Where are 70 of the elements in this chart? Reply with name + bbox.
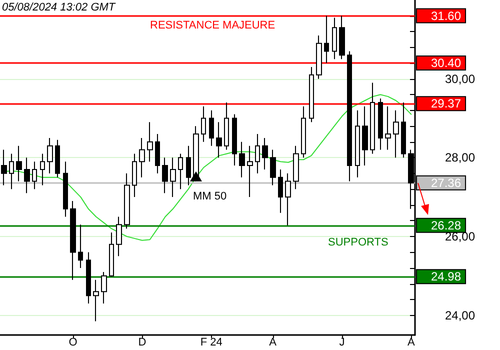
x-tick-label: F 24 xyxy=(200,336,222,348)
candlestick xyxy=(255,134,260,174)
ref-line-label: 27.36 xyxy=(431,176,462,190)
candlestick xyxy=(239,141,245,178)
candlestick xyxy=(247,145,253,198)
x-tick-label: A xyxy=(269,336,278,348)
candlestick xyxy=(201,106,206,142)
candlestick xyxy=(147,122,153,162)
annotation: 05/08/2024 13:02 GMT xyxy=(2,2,116,14)
candlestick xyxy=(347,50,352,182)
candlestick xyxy=(378,98,383,150)
candlestick xyxy=(109,232,114,278)
candlestick xyxy=(285,172,291,226)
candlestick xyxy=(232,114,237,166)
candlestick xyxy=(332,17,337,60)
candlestick xyxy=(132,153,137,198)
candlestick xyxy=(47,137,53,174)
x-tick-label: D xyxy=(138,336,146,348)
candlestick xyxy=(224,102,229,150)
y-tick-label: 30,00 xyxy=(445,72,476,86)
annotation: RESISTANCE MAJEURE xyxy=(150,20,276,32)
ref-line-label: 31.60 xyxy=(431,8,462,23)
candlestick xyxy=(278,168,283,214)
x-tick-label: A xyxy=(407,336,416,348)
annotation: SUPPORTS xyxy=(328,236,388,248)
candlestick xyxy=(186,145,191,186)
candlestick xyxy=(93,279,99,322)
candlestick xyxy=(155,134,160,174)
x-tick-label: J xyxy=(339,336,345,348)
candlestick xyxy=(355,110,360,178)
x-tick-label: O xyxy=(68,336,78,348)
ref-line-label: 29.37 xyxy=(431,96,462,111)
candlestick xyxy=(316,34,322,80)
candlestick xyxy=(362,106,368,166)
candlestick xyxy=(162,157,168,194)
candlestick xyxy=(24,157,30,194)
candlestick xyxy=(178,153,183,190)
candlestick xyxy=(370,82,375,154)
candlestick xyxy=(139,137,145,178)
candlestick xyxy=(293,145,299,190)
candlestick xyxy=(270,149,276,186)
candlestick xyxy=(170,157,176,198)
candlestick xyxy=(55,139,60,178)
candlestick xyxy=(393,110,399,158)
candlestick xyxy=(209,110,214,146)
ref-line-label: 30.40 xyxy=(431,56,462,70)
candlestick xyxy=(1,149,7,186)
ref-line-label: 24.98 xyxy=(431,270,462,284)
y-tick-label: 24,00 xyxy=(445,308,476,322)
series-label: MM 50 xyxy=(192,190,227,202)
candlestick xyxy=(124,172,130,230)
candlestick xyxy=(324,15,329,64)
candlestick xyxy=(401,102,406,158)
candlestick xyxy=(116,216,122,257)
candlestick xyxy=(339,15,345,60)
candlestick xyxy=(262,137,268,170)
candlestick xyxy=(216,122,222,158)
candlestick xyxy=(70,200,76,280)
candlestick xyxy=(309,66,314,123)
candlestick xyxy=(16,145,22,182)
candlestick xyxy=(63,161,68,218)
candlestick xyxy=(32,161,37,190)
candlestick xyxy=(9,153,14,190)
candlestick xyxy=(385,106,391,150)
candlestick xyxy=(40,153,45,186)
candlestick xyxy=(86,252,91,304)
candlestick xyxy=(78,224,83,268)
candlestick xyxy=(101,271,107,304)
candlestick xyxy=(301,106,306,158)
y-tick-label: 28,00 xyxy=(445,150,476,165)
